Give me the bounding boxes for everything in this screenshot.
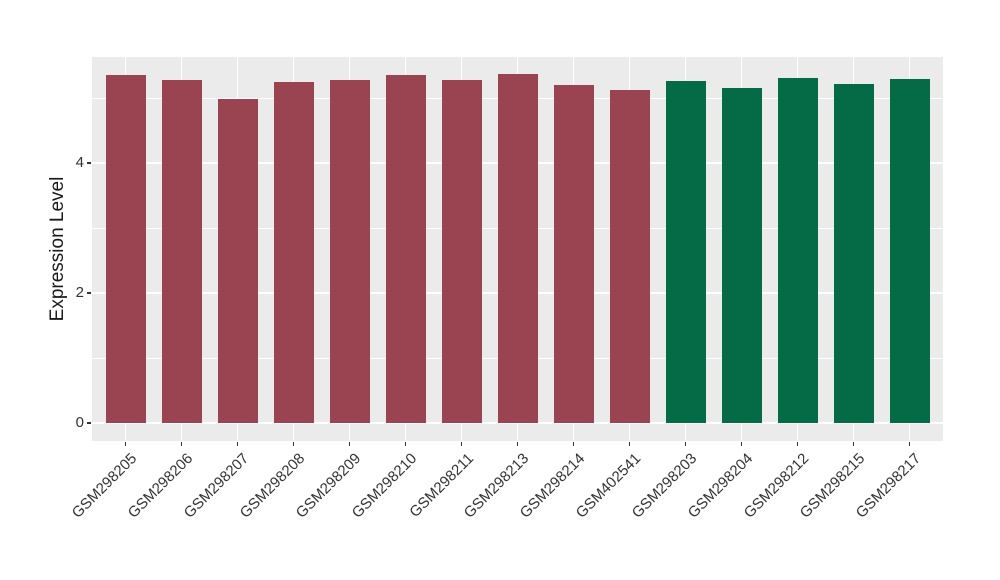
bar-GSM298212 <box>777 77 818 423</box>
y-axis-tick-label-2: 2 <box>75 284 84 301</box>
bar-GSM298204 <box>721 88 762 423</box>
y-axis-tick <box>87 162 91 164</box>
x-axis-tick <box>684 442 687 446</box>
bar-GSM298208 <box>273 81 314 423</box>
bar-GSM298203 <box>665 81 706 423</box>
x-axis-tick <box>852 442 855 446</box>
x-axis-tick <box>404 442 407 446</box>
bar-GSM298210 <box>385 74 426 423</box>
y-axis-tick-label-0: 0 <box>75 414 84 431</box>
bar-GSM298209 <box>329 79 370 423</box>
bar-GSM402541 <box>609 90 650 423</box>
x-axis-tick <box>124 442 127 446</box>
x-axis-tick <box>628 442 631 446</box>
x-axis-tick <box>236 442 239 446</box>
bar-GSM298206 <box>161 80 202 423</box>
bar-GSM298215 <box>833 83 874 423</box>
bar-GSM298217 <box>889 78 930 423</box>
x-axis-tick <box>348 442 351 446</box>
x-axis-tick <box>740 442 743 446</box>
bar-GSM298214 <box>553 85 594 423</box>
x-axis-tick <box>180 442 183 446</box>
x-axis-tick <box>908 442 911 446</box>
bar-GSM298213 <box>497 73 538 423</box>
y-axis-tick-label-4: 4 <box>75 154 84 171</box>
x-axis-tick <box>572 442 575 446</box>
x-axis-tick <box>460 442 463 446</box>
bar-GSM298205 <box>105 74 146 423</box>
plot-panel <box>92 57 943 441</box>
x-axis-tick <box>796 442 799 446</box>
bar-GSM298211 <box>441 80 482 423</box>
bar-GSM298207 <box>217 99 258 423</box>
y-axis-tick <box>87 292 91 294</box>
x-axis-tick <box>516 442 519 446</box>
x-axis-tick <box>292 442 295 446</box>
y-axis-tick <box>87 422 91 424</box>
